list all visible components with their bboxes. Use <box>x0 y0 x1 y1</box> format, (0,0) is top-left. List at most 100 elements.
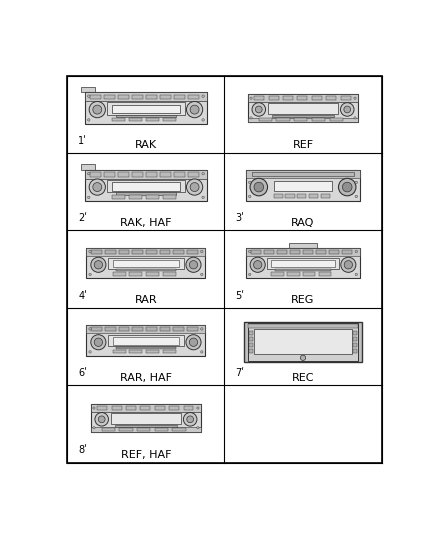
Bar <box>321 193 330 198</box>
Bar <box>267 257 339 269</box>
Circle shape <box>354 97 356 99</box>
Circle shape <box>354 117 356 119</box>
Bar <box>116 269 176 271</box>
Circle shape <box>190 105 199 114</box>
Bar <box>90 172 101 177</box>
Bar <box>312 96 322 100</box>
Circle shape <box>248 251 251 253</box>
Circle shape <box>343 182 352 192</box>
Bar <box>129 272 142 276</box>
Bar <box>326 96 336 100</box>
Bar <box>107 102 185 115</box>
Bar <box>174 95 185 99</box>
Bar <box>254 96 264 100</box>
Bar <box>113 272 126 276</box>
Circle shape <box>355 181 357 184</box>
Circle shape <box>344 261 353 269</box>
Bar <box>163 195 177 199</box>
Text: REG: REG <box>291 295 314 305</box>
Circle shape <box>93 426 95 429</box>
Bar <box>146 272 159 276</box>
Bar <box>187 327 198 332</box>
Bar <box>248 324 358 328</box>
Circle shape <box>252 103 265 116</box>
Bar <box>110 413 181 424</box>
Text: 5ʹ: 5ʹ <box>236 290 244 301</box>
Bar <box>155 406 165 410</box>
Bar <box>249 349 253 353</box>
Text: REF, HAF: REF, HAF <box>121 450 171 460</box>
Bar <box>268 103 339 114</box>
Circle shape <box>344 106 351 113</box>
Bar <box>85 170 207 179</box>
Circle shape <box>93 105 102 114</box>
Bar <box>112 182 180 190</box>
Circle shape <box>189 338 198 346</box>
Bar <box>276 118 290 122</box>
Circle shape <box>202 119 205 121</box>
Circle shape <box>88 196 90 199</box>
Circle shape <box>187 416 194 423</box>
Text: RAR: RAR <box>134 295 157 305</box>
Circle shape <box>190 183 199 191</box>
Bar <box>174 172 185 177</box>
Circle shape <box>355 273 357 276</box>
Circle shape <box>248 195 251 198</box>
Bar <box>252 172 354 176</box>
Bar <box>113 260 179 267</box>
Bar <box>91 404 201 432</box>
Bar <box>85 92 207 101</box>
Bar <box>271 260 335 267</box>
Bar <box>248 118 358 122</box>
Bar <box>248 94 358 102</box>
Bar <box>162 350 176 353</box>
Text: 2ʹ: 2ʹ <box>78 213 88 223</box>
Bar <box>162 272 176 276</box>
Bar <box>132 250 143 254</box>
Bar <box>112 105 180 113</box>
Bar <box>251 250 261 254</box>
Bar <box>297 193 307 198</box>
Bar <box>309 193 318 198</box>
Bar <box>132 95 143 99</box>
Bar <box>115 425 177 427</box>
Circle shape <box>93 183 102 191</box>
Circle shape <box>197 426 199 429</box>
Bar <box>102 429 115 431</box>
Bar <box>312 118 325 122</box>
Bar <box>272 115 334 117</box>
Bar <box>274 181 332 191</box>
Bar <box>113 337 179 345</box>
Circle shape <box>341 257 356 272</box>
Circle shape <box>339 179 356 196</box>
Circle shape <box>189 261 198 269</box>
Bar <box>146 250 157 254</box>
Bar <box>146 327 157 332</box>
Bar <box>342 250 352 254</box>
Bar <box>116 115 177 117</box>
Circle shape <box>355 251 357 253</box>
Bar <box>129 195 142 199</box>
Bar <box>90 95 101 99</box>
Text: RAQ: RAQ <box>291 217 314 228</box>
Text: 4ʹ: 4ʹ <box>78 290 87 301</box>
Bar <box>259 118 272 122</box>
Bar <box>146 118 159 122</box>
Circle shape <box>89 179 106 195</box>
Circle shape <box>93 407 95 409</box>
Bar <box>290 244 317 248</box>
Circle shape <box>186 335 201 350</box>
Bar <box>91 427 201 432</box>
Bar <box>244 321 362 362</box>
Bar <box>319 272 332 276</box>
Bar <box>120 429 133 431</box>
Circle shape <box>250 97 252 99</box>
Bar <box>146 350 159 353</box>
Bar <box>303 272 315 276</box>
Bar <box>254 329 352 354</box>
Circle shape <box>201 328 203 330</box>
Bar <box>86 248 205 278</box>
Circle shape <box>89 101 106 118</box>
Circle shape <box>248 273 251 276</box>
Circle shape <box>88 172 90 175</box>
